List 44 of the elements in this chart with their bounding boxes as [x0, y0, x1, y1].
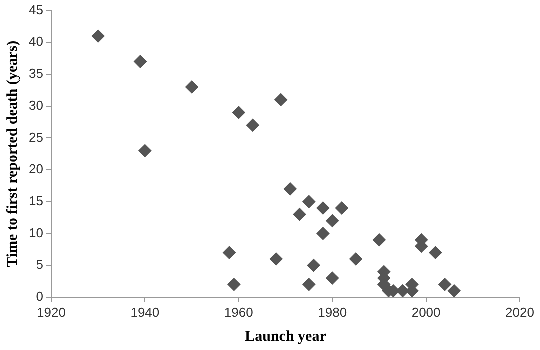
point	[284, 182, 297, 196]
x-tick-label: 1920	[37, 304, 66, 320]
point	[232, 106, 246, 120]
y-tick-label: 5	[36, 257, 44, 272]
point	[186, 80, 199, 94]
y-tick-label: 0	[36, 288, 44, 304]
x-tick-label: 1960	[224, 304, 254, 320]
y-tick-label: 45	[28, 2, 44, 18]
point	[429, 246, 442, 260]
x-tick-label: 2000	[412, 304, 441, 320]
y-tick-label: 10	[28, 225, 44, 240]
x-axis-title: Launch year	[245, 328, 327, 345]
x-tick-label: 1980	[318, 304, 348, 320]
y-tick-label: 30	[28, 98, 44, 113]
point	[138, 144, 152, 158]
point	[246, 118, 260, 132]
point	[270, 252, 283, 266]
x-tick-label: 1940	[130, 304, 160, 320]
point	[316, 227, 330, 240]
y-axis-title: Time to first reported death (years)	[4, 40, 21, 268]
point	[316, 202, 330, 215]
point	[223, 246, 236, 260]
point	[302, 195, 316, 208]
point	[134, 55, 147, 68]
y-tick-label: 25	[28, 130, 44, 145]
y-tick-label: 40	[28, 34, 44, 50]
point	[372, 234, 386, 247]
point	[302, 278, 316, 292]
point	[335, 202, 348, 215]
point	[92, 30, 105, 43]
point	[326, 214, 340, 228]
y-tick-label: 20	[28, 162, 44, 177]
point	[307, 259, 320, 272]
point	[326, 272, 340, 285]
point	[350, 252, 363, 266]
point	[396, 284, 410, 298]
y-tick-label: 35	[28, 66, 44, 82]
point	[448, 284, 461, 298]
point	[274, 93, 288, 106]
point	[228, 278, 241, 292]
point	[438, 278, 452, 292]
point	[293, 208, 306, 222]
x-tick-label: 2020	[506, 304, 534, 320]
y-tick-label: 15	[28, 193, 44, 208]
